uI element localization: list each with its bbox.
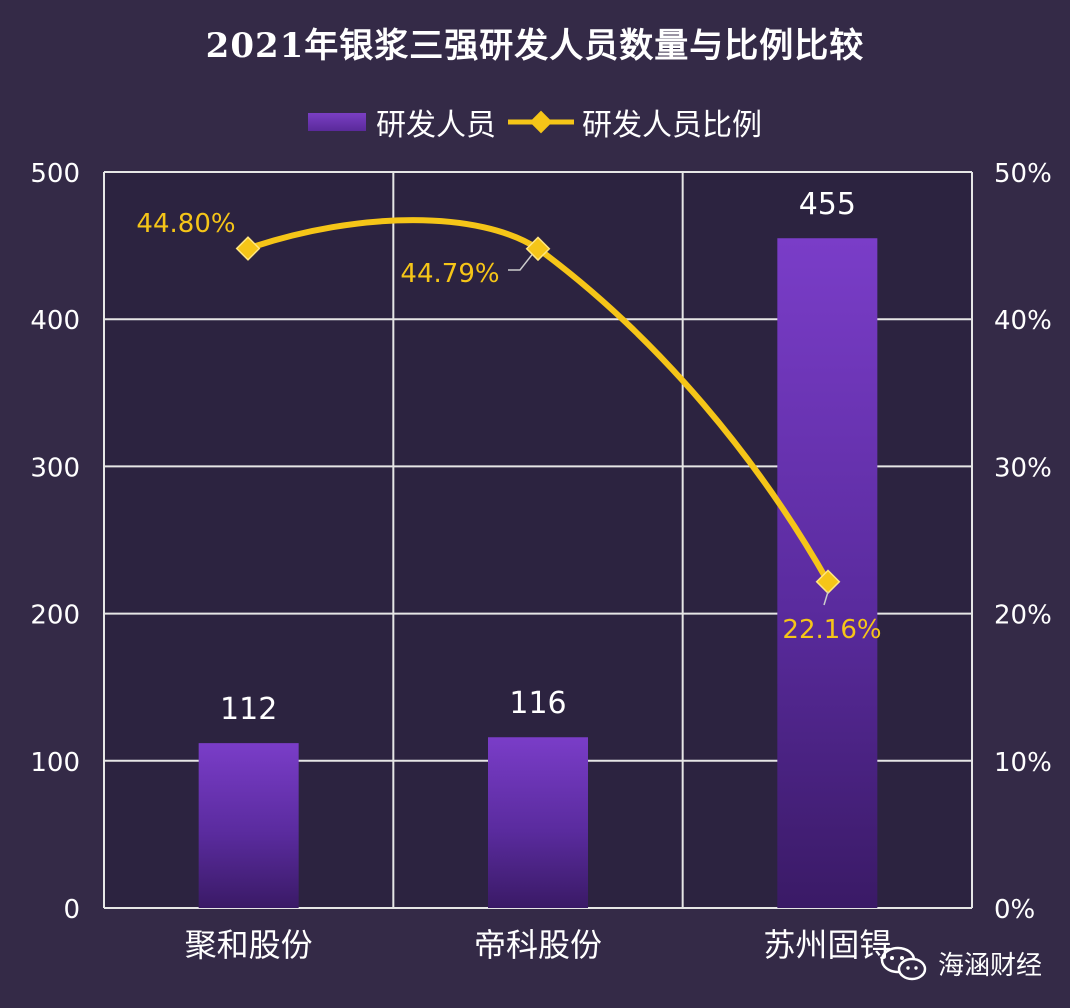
legend: 研发人员 研发人员比例	[0, 100, 1070, 144]
watermark: 海涵财经	[880, 945, 1042, 982]
y-left-tick-label: 100	[30, 748, 80, 778]
label-leader-line	[508, 254, 533, 271]
legend-item-bar: 研发人员	[308, 100, 496, 144]
y-right-tick-label: 0%	[994, 895, 1035, 925]
line-data-label: 44.80%	[136, 209, 235, 239]
y-left-tick-label: 400	[30, 306, 80, 336]
line-data-label: 44.79%	[400, 259, 499, 289]
x-tick-label: 苏州固锝	[763, 926, 891, 964]
bar	[488, 737, 588, 908]
y-left-tick-label: 300	[30, 453, 80, 483]
y-right-tick-label: 40%	[994, 306, 1052, 336]
wechat-icon	[880, 946, 927, 980]
bar	[198, 743, 299, 908]
label-leader-line	[823, 591, 829, 606]
series-line	[245, 217, 831, 585]
bar-data-label: 116	[509, 686, 566, 721]
y-left-tick-label: 500	[30, 159, 80, 189]
line-point-marker	[815, 569, 841, 595]
legend-bar-label: 研发人员	[376, 108, 496, 143]
line-point-marker	[525, 236, 551, 262]
line-data-label: 22.16%	[782, 615, 881, 645]
legend-item-line: 研发人员比例	[496, 100, 762, 144]
y-left-tick-label: 0	[63, 895, 80, 925]
legend-bar-swatch	[308, 113, 366, 131]
bar-data-label: 112	[220, 692, 277, 727]
legend-line-label: 研发人员比例	[582, 108, 762, 143]
watermark-text: 海涵财经	[938, 951, 1043, 981]
bar-data-label: 455	[799, 187, 856, 222]
y-right-tick-label: 30%	[994, 453, 1052, 483]
y-left-tick-label: 200	[30, 601, 80, 631]
y-right-tick-label: 20%	[994, 601, 1052, 631]
x-tick-label: 帝科股份	[474, 926, 602, 964]
line-point-marker	[235, 236, 261, 261]
chart-title: 2021年银浆三强研发人员数量与比例比较	[205, 26, 865, 66]
y-right-tick-label: 10%	[994, 748, 1052, 778]
legend-line-swatch	[508, 110, 574, 134]
y-right-tick-label: 50%	[994, 159, 1052, 189]
x-tick-label: 聚和股份	[185, 926, 313, 964]
